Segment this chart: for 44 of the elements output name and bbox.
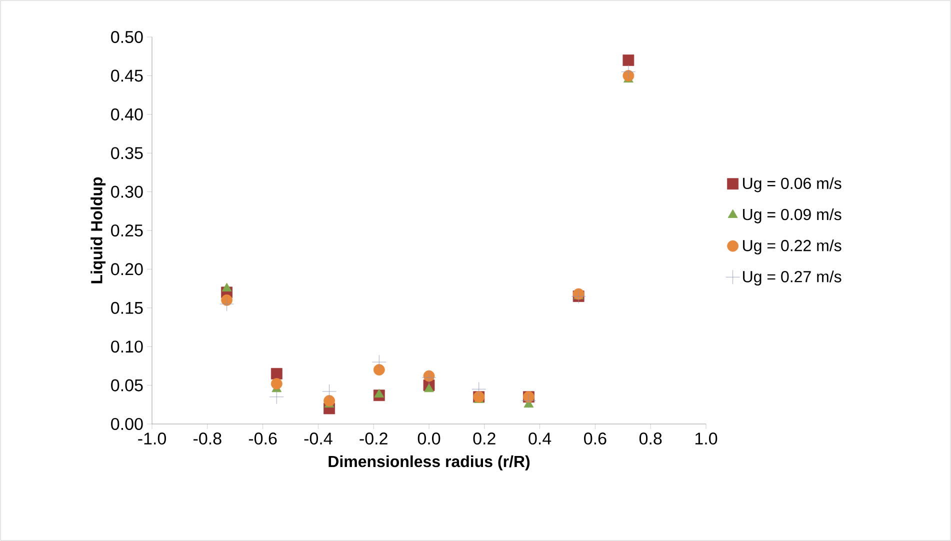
- y-axis-title: Liquid Holdup: [90, 177, 106, 284]
- point: [374, 388, 384, 398]
- y-tick-label: 0.45: [111, 70, 143, 82]
- x-tick-label: -0.8: [194, 432, 222, 445]
- y-tick-label: 0.50: [111, 30, 143, 44]
- y-tick-label: 0.30: [111, 186, 143, 198]
- point: [372, 354, 386, 370]
- y-tick-label: 0.25: [111, 224, 143, 237]
- legend-label: Ug = 0.27 m/s: [743, 270, 842, 286]
- legend-label: Ug = 0.22 m/s: [743, 240, 842, 254]
- point: [270, 368, 282, 380]
- x-tick-label: -0.6: [248, 432, 277, 445]
- point: [621, 64, 636, 80]
- x-tick-label: -0.2: [360, 432, 388, 445]
- point: [522, 394, 536, 408]
- point: [373, 364, 385, 376]
- x-tick-label: 0.2: [473, 432, 496, 445]
- point: [324, 395, 335, 406]
- y-tick-label: 0.40: [111, 108, 143, 120]
- x-tick-label: 0.0: [418, 432, 440, 445]
- legend-label: Ug = 0.09 m/s: [743, 208, 842, 224]
- x-tick-label: 0.8: [639, 432, 662, 445]
- point: [424, 383, 434, 392]
- point: [270, 378, 282, 390]
- point: [220, 296, 234, 312]
- point: [322, 384, 336, 399]
- y-tick-label: 0.00: [111, 418, 143, 430]
- x-tick-label: 0.4: [528, 432, 552, 445]
- x-axis-title: Dimensionless radius (r/R): [328, 455, 530, 470]
- x-tick-label: 0.6: [584, 432, 606, 445]
- point: [472, 382, 486, 396]
- x-tick-label: 1.0: [695, 432, 718, 445]
- y-tick-label: 0.15: [111, 302, 143, 314]
- point: [222, 282, 232, 292]
- point: [269, 390, 284, 404]
- legend-label: Ug = 0.06 m/s: [743, 177, 842, 192]
- x-tick-label: -1.0: [138, 432, 166, 445]
- y-tick-label: 0.05: [111, 379, 143, 392]
- point: [622, 54, 634, 66]
- y-tick-label: 0.10: [111, 340, 143, 353]
- x-tick-label: -0.4: [304, 432, 332, 445]
- point: [422, 370, 436, 385]
- y-tick-label: 0.35: [111, 147, 143, 160]
- y-tick-label: 0.20: [111, 263, 143, 276]
